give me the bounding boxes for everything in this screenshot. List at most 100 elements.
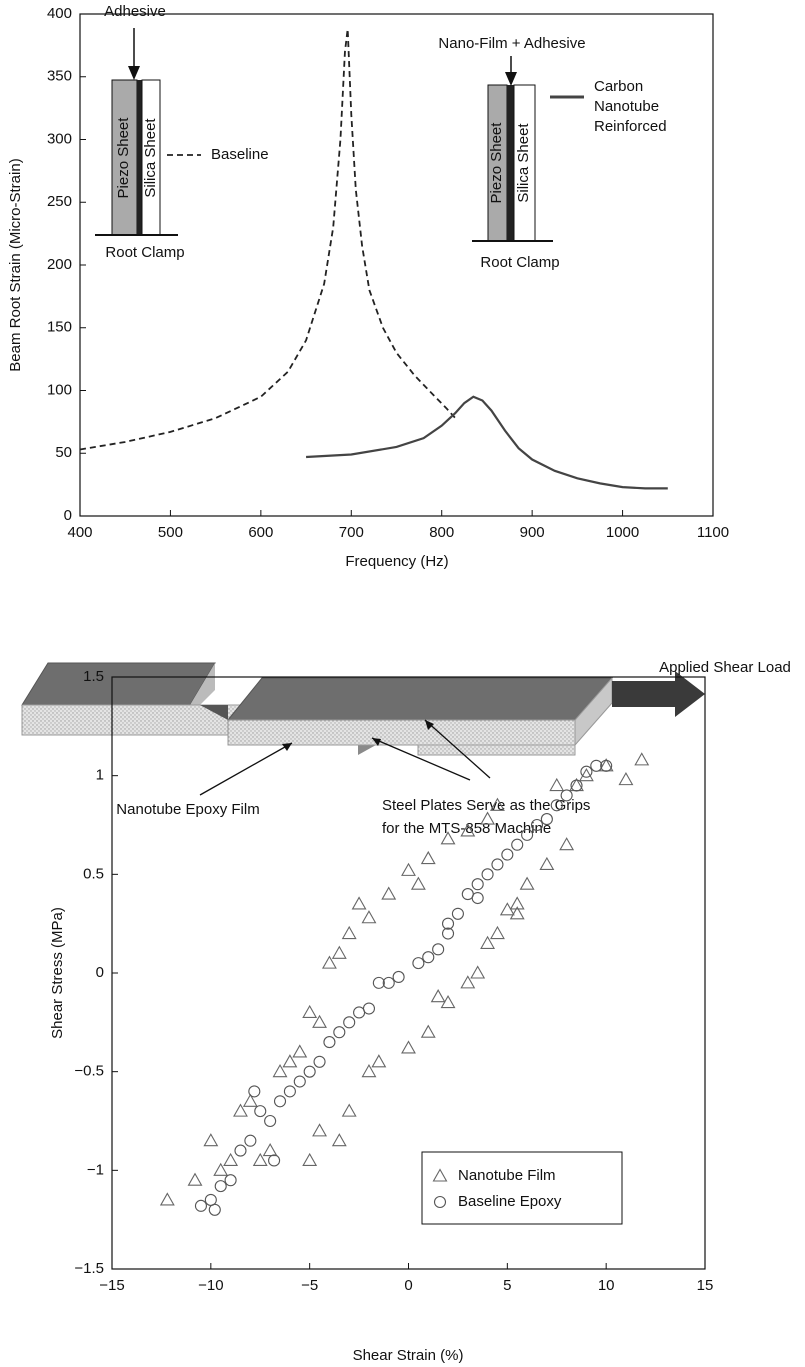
annotation: Silica Sheet	[515, 123, 532, 203]
x-tick-label: −5	[301, 1277, 318, 1294]
data-point	[490, 797, 505, 811]
data-point	[490, 925, 505, 940]
data-point	[422, 951, 435, 964]
data-point	[509, 906, 525, 920]
y-tick-label: 0.5	[83, 865, 104, 882]
annotation: Piezo Sheet	[115, 117, 132, 199]
data-point	[570, 779, 583, 792]
y-tick-label: 150	[47, 319, 72, 336]
data-point	[491, 858, 504, 871]
y-axis-label: Beam Root Strain (Micro-Strain)	[7, 158, 24, 371]
data-line	[79, 28, 456, 451]
data-point	[401, 862, 416, 876]
data-point	[244, 1134, 257, 1147]
y-tick-label: 0	[96, 964, 104, 981]
x-tick-label: 900	[520, 524, 545, 541]
data-point	[312, 1123, 327, 1137]
y-axis-label: Shear Stress (MPa)	[49, 907, 66, 1039]
x-tick-label: −15	[99, 1277, 124, 1294]
data-point	[441, 917, 455, 930]
data-point	[264, 1114, 277, 1128]
data-point	[590, 759, 603, 772]
data-point	[333, 1026, 346, 1039]
data-point	[382, 976, 395, 989]
y-tick-label: 50	[55, 444, 72, 461]
data-point	[578, 768, 594, 782]
data-point	[283, 1085, 296, 1098]
x-tick-label: 5	[503, 1277, 511, 1294]
data-point	[410, 876, 426, 890]
data-point	[471, 878, 484, 891]
x-tick-label: 15	[697, 1277, 714, 1294]
data-point	[451, 907, 464, 920]
data-point	[470, 965, 486, 979]
y-tick-label: 300	[47, 130, 72, 147]
x-tick-label: −10	[198, 1277, 223, 1294]
data-point	[560, 789, 573, 802]
data-point	[341, 925, 357, 940]
y-tick-label: 400	[47, 5, 72, 22]
data-point	[323, 1036, 336, 1049]
data-point	[460, 823, 476, 837]
data-point	[480, 935, 496, 949]
data-point	[208, 1203, 221, 1216]
y-tick-label: 250	[47, 193, 72, 210]
data-point	[441, 927, 455, 940]
annotation: Nano-Film + Adhesive	[438, 35, 585, 52]
data-point	[302, 1004, 318, 1019]
data-point	[361, 910, 377, 924]
shear-specimen	[21, 662, 705, 796]
data-point	[214, 1180, 227, 1193]
legend-label: Carbon Nanotube Reinforced	[594, 78, 667, 135]
data-line	[306, 395, 668, 490]
data-point	[351, 896, 367, 910]
data-point	[292, 1044, 308, 1058]
x-tick-label: 1000	[606, 524, 639, 541]
data-point	[362, 1002, 376, 1015]
data-point	[600, 759, 613, 772]
y-tick-label: 200	[47, 256, 72, 273]
data-point	[521, 828, 534, 841]
data-point	[511, 838, 524, 851]
annotation: Root Clamp	[105, 244, 184, 261]
data-point	[234, 1144, 247, 1157]
data-point	[471, 891, 484, 905]
data-point	[381, 886, 397, 900]
x-tick-label: 0	[404, 1277, 412, 1294]
y-tick-label: 350	[47, 68, 72, 85]
x-tick-label: 500	[158, 524, 183, 541]
data-point	[293, 1075, 306, 1088]
y-tick-label: −1.5	[74, 1260, 104, 1277]
data-point	[430, 989, 446, 1003]
data-point	[223, 1152, 239, 1167]
legend-marker	[432, 1168, 448, 1182]
data-point	[420, 1024, 436, 1038]
x-axis-label: Shear Strain (%)	[353, 1347, 464, 1364]
diagram-label: Applied Shear Load	[659, 659, 791, 676]
data-point	[440, 994, 456, 1009]
data-point	[420, 850, 436, 865]
data-point	[262, 1142, 278, 1157]
data-point	[481, 868, 494, 881]
data-point	[361, 1064, 377, 1078]
data-point	[233, 1103, 248, 1117]
data-point	[203, 1133, 219, 1147]
data-point	[252, 1152, 268, 1167]
data-point	[272, 1064, 288, 1078]
inset-nanotube	[472, 56, 553, 242]
data-point	[634, 752, 650, 766]
data-point	[282, 1054, 298, 1068]
diagram-label: Steel Plates Serve as the Grips	[382, 797, 590, 814]
y-tick-label: 0	[64, 507, 72, 524]
data-point	[303, 1065, 316, 1078]
data-point	[372, 976, 385, 989]
data-point	[480, 811, 496, 825]
data-point	[539, 856, 555, 871]
x-tick-label: 600	[248, 524, 273, 541]
data-point	[618, 771, 634, 786]
data-point	[254, 1105, 267, 1118]
annotation: Root Clamp	[480, 254, 559, 271]
legend-label: Baseline Epoxy	[458, 1193, 562, 1210]
data-point	[440, 831, 456, 845]
